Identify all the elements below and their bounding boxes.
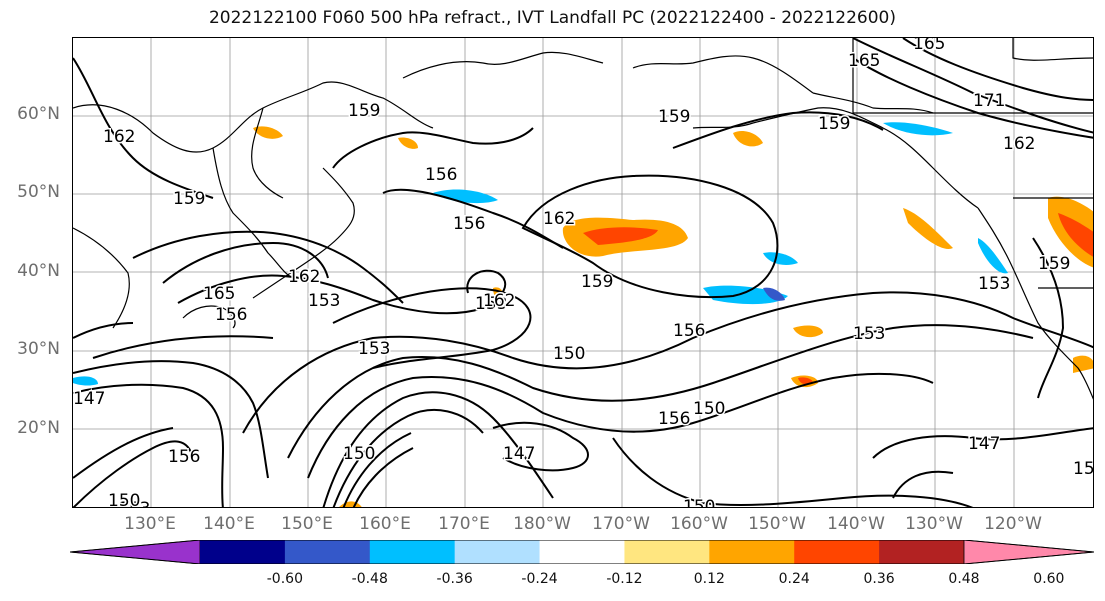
map-canvas: 1621591651561531621591561621591531621561… — [73, 38, 1094, 508]
colorbar-extend-low — [70, 540, 201, 564]
contour-label: 156 — [453, 214, 485, 234]
map-panel: 162 159 165 156 153 162 159 156 162 159 153 162 156 1… — [72, 37, 1094, 508]
lon-label: 180°W — [513, 514, 571, 534]
contour-label: 159 — [658, 107, 690, 127]
coastlines — [73, 38, 1093, 400]
contour-label: 162 — [288, 267, 320, 287]
contour-label: 162 — [103, 127, 135, 147]
contour-label: 153 — [853, 324, 885, 344]
lon-label: 150°W — [748, 514, 806, 534]
contour-label: 153 — [475, 294, 507, 314]
colorbar-tick-label: 0.36 — [863, 571, 895, 587]
contour-label-group: 1621591651561531621591561621591531621561… — [73, 38, 1094, 508]
lon-label: 170°W — [592, 514, 650, 534]
contour-label: 150 — [693, 399, 725, 419]
contour-label: 159 — [1038, 254, 1070, 274]
colorbar-tick-label: -0.60 — [266, 571, 303, 587]
lon-label: 160°E — [359, 514, 411, 534]
lon-label: 120°W — [984, 514, 1042, 534]
contour-label: 153 — [308, 291, 340, 311]
colorbar-cell — [879, 540, 965, 564]
contour-label: 162 — [543, 209, 575, 229]
contour-label: 156 — [658, 409, 690, 429]
colorbar-cell — [794, 540, 880, 564]
lon-label: 140°E — [203, 514, 255, 534]
contour-label: 156 — [425, 165, 457, 185]
contour-label: 159 — [818, 114, 850, 134]
lat-label: 40°N — [17, 261, 60, 281]
contour-label: 165 — [913, 38, 945, 54]
contour-label: 171 — [973, 91, 1005, 111]
contour-label: 159 — [581, 272, 613, 292]
colorbar-tick-label: 0.60 — [1033, 571, 1065, 587]
lat-label: 50°N — [17, 182, 60, 202]
contour-label: 165 — [203, 284, 235, 304]
contour-label: 147 — [73, 389, 105, 409]
lon-label: 130°W — [905, 514, 963, 534]
contour-label: 156 — [673, 321, 705, 341]
lat-label: 30°N — [17, 339, 60, 359]
contour-label: 153 — [118, 499, 150, 508]
refractivity-contours — [73, 38, 1093, 507]
colorbar-cell — [369, 540, 456, 564]
lon-label: 170°E — [438, 514, 490, 534]
contour-label: 150 — [343, 444, 375, 464]
contour-label: 147 — [503, 444, 535, 464]
contour-label: 162 — [483, 291, 515, 311]
contour-label: 156 — [168, 447, 200, 467]
colorbar — [70, 540, 1094, 564]
colorbar-tick-label: 0.24 — [778, 571, 810, 587]
colorbar-cell — [709, 540, 795, 564]
lon-label: 140°W — [827, 514, 885, 534]
lat-label: 20°N — [17, 418, 60, 438]
contour-label: 150 — [683, 497, 715, 508]
contour-label: 159 — [348, 101, 380, 121]
colorbar-tick-label: -0.12 — [606, 571, 643, 587]
contour-label: 150 — [553, 344, 585, 364]
contour-label: 153 — [358, 339, 390, 359]
colorbar-cell — [624, 540, 710, 564]
contour-label: 165 — [848, 51, 880, 71]
colorbar-tick-label: 0.12 — [693, 571, 725, 587]
lon-label: 160°W — [670, 514, 728, 534]
lat-label: 60°N — [17, 104, 60, 124]
colorbar-cell — [200, 540, 286, 564]
colorbar-tick-label: -0.24 — [521, 571, 558, 587]
colorbar-tick-label: -0.36 — [436, 571, 473, 587]
colorbar-tick-label: -0.48 — [351, 571, 388, 587]
contour-label: 153 — [1073, 459, 1094, 479]
lon-label: 150°E — [281, 514, 333, 534]
graticule — [73, 38, 1093, 507]
contour-label: 156 — [215, 305, 247, 325]
contour-label: 162 — [1003, 134, 1035, 154]
contour-label: 147 — [968, 434, 1000, 454]
contour-label: 150 — [108, 491, 140, 508]
contour-label: 159 — [173, 189, 205, 209]
colorbar-extend-high — [963, 540, 1094, 564]
colorbar-cell — [539, 540, 625, 564]
lon-label: 130°E — [124, 514, 176, 534]
colorbar-cell — [284, 540, 371, 564]
map-title: 2022122100 F060 500 hPa refract., IVT La… — [208, 8, 896, 28]
colorbar-cell — [454, 540, 541, 564]
colorbar-tick-label: 0.48 — [948, 571, 980, 587]
contour-label: 153 — [978, 274, 1010, 294]
ivt-shading — [73, 122, 1093, 507]
